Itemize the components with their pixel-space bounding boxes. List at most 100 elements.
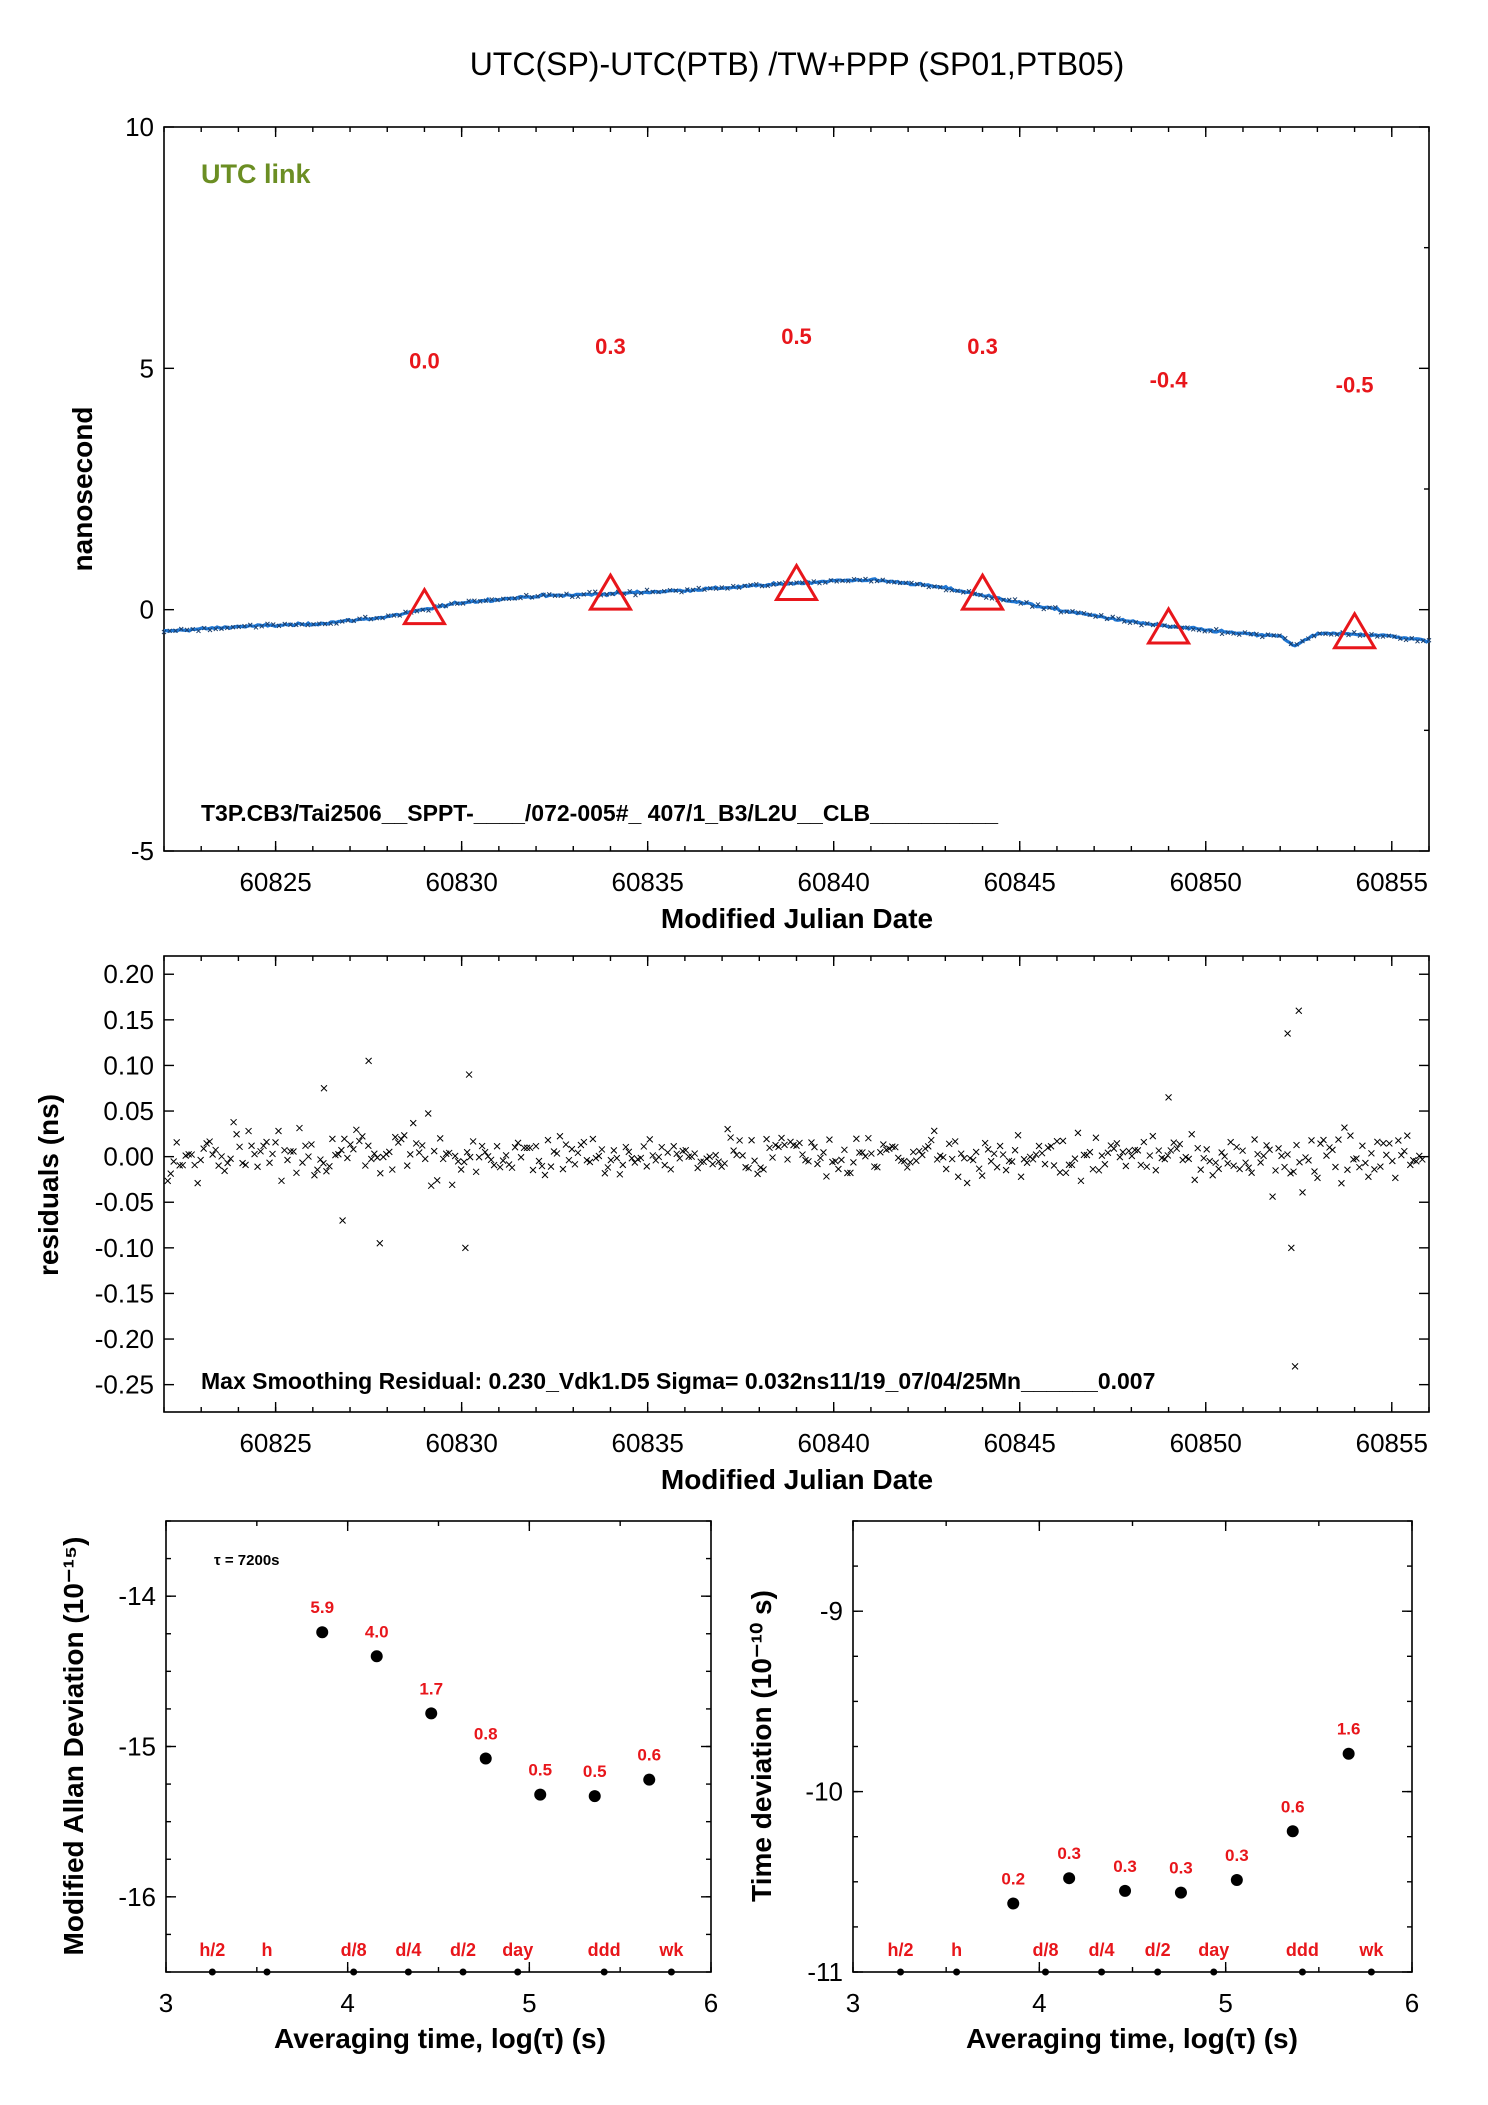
residual-point	[865, 1134, 872, 1142]
residual-point	[1119, 1148, 1127, 1156]
tdev-point-label: 0.2	[1001, 1869, 1025, 1888]
figure-title: UTC(SP)-UTC(PTB) /TW+PPP (SP01,PTB05)	[470, 46, 1125, 82]
tdev-period-dot	[897, 1968, 905, 1976]
main-data-point	[1236, 632, 1242, 637]
residual-point	[221, 1167, 228, 1175]
main-data-point	[983, 595, 989, 600]
mdev-x-tick-label: 5	[522, 1988, 536, 2018]
residual-point	[966, 1154, 974, 1162]
residual-point	[820, 1148, 827, 1156]
mdev-period-label: day	[502, 1940, 533, 1960]
residual-point	[403, 1162, 411, 1169]
main-data-point	[546, 592, 552, 597]
main-data-point	[368, 616, 374, 622]
main-data-point	[351, 618, 357, 624]
residual-point	[1388, 1157, 1396, 1165]
residual-point	[400, 1132, 408, 1139]
residual-point	[628, 1154, 636, 1162]
residual-point	[1377, 1163, 1384, 1170]
residual-point	[1362, 1159, 1369, 1167]
residual-point	[1050, 1162, 1058, 1169]
main-data-point	[696, 585, 702, 591]
tdev-period-dot	[953, 1968, 961, 1976]
residuals-x-tick-label: 60835	[612, 1428, 684, 1458]
residual-point	[1353, 1155, 1360, 1162]
residual-point	[676, 1154, 684, 1162]
mdev-period-dot	[514, 1968, 522, 1976]
residual-point	[523, 1144, 531, 1152]
main-data-point	[909, 580, 914, 586]
residual-point	[218, 1153, 225, 1160]
main-data-point	[236, 624, 242, 630]
main-data-point	[1380, 634, 1386, 639]
residual-point	[592, 1154, 600, 1162]
residual-point	[969, 1156, 977, 1164]
residual-point	[933, 1156, 941, 1163]
residual-point	[236, 1143, 243, 1151]
mdev-y-tick-label: -16	[118, 1882, 156, 1912]
main-data-point	[840, 578, 845, 584]
main-data-point	[592, 589, 598, 595]
calibration-marker-label: 0.0	[409, 348, 440, 373]
residual-point	[1185, 1155, 1193, 1163]
main-data-point	[581, 592, 587, 597]
residual-point	[1155, 1147, 1163, 1154]
residual-point	[1134, 1146, 1142, 1154]
residual-point	[1394, 1137, 1402, 1144]
residual-point	[203, 1140, 210, 1147]
main-data-point	[1323, 631, 1328, 637]
mdev-x-axis-label: Averaging time, log(τ) (s)	[274, 2023, 606, 2054]
residual-point	[682, 1146, 690, 1154]
residual-point	[1397, 1151, 1405, 1159]
tdev-point-label: 0.6	[1281, 1797, 1305, 1816]
tdev-period-dot	[1298, 1968, 1306, 1976]
mdev-period-dot	[404, 1968, 412, 1976]
residual-point	[1368, 1149, 1375, 1157]
main-data-point	[196, 628, 201, 634]
main-data-point	[1035, 602, 1041, 607]
residual-point	[586, 1158, 594, 1166]
residual-point	[769, 1154, 776, 1161]
tdev-period-dot	[1041, 1968, 1049, 1976]
main-x-tick-label: 60845	[984, 867, 1056, 897]
main-data-point	[1133, 620, 1139, 625]
tdev-y-tick-label: -9	[820, 1596, 843, 1626]
main-data-point	[253, 625, 259, 630]
residual-point	[302, 1142, 309, 1150]
residual-point	[347, 1141, 354, 1148]
main-data-point	[293, 622, 299, 628]
residual-point	[912, 1157, 920, 1165]
residual-point	[197, 1156, 205, 1164]
residual-point	[296, 1124, 303, 1132]
main-data-point	[943, 587, 949, 593]
residual-point	[535, 1157, 543, 1165]
residual-point	[1221, 1153, 1229, 1160]
mdev-x-tick-label: 3	[159, 1988, 173, 2018]
main-data-point	[644, 587, 650, 593]
main-data-point	[1041, 606, 1047, 612]
residual-point	[493, 1142, 501, 1150]
residual-point	[954, 1173, 962, 1181]
residual-point	[424, 1110, 432, 1117]
residual-point	[993, 1163, 1001, 1171]
residual-point	[460, 1158, 468, 1166]
residual-point	[445, 1149, 453, 1157]
residual-point	[511, 1143, 519, 1151]
main-data-point	[385, 613, 391, 618]
residual-point	[465, 1071, 473, 1078]
residual-point	[1191, 1176, 1199, 1184]
residual-point	[341, 1135, 348, 1143]
residual-point	[215, 1162, 222, 1170]
residual-point	[517, 1153, 525, 1161]
residual-point	[1165, 1094, 1172, 1101]
mdev-point-label: 4.0	[365, 1622, 389, 1641]
residual-point	[1194, 1144, 1202, 1152]
residual-point	[1341, 1124, 1348, 1131]
main-data-point	[1144, 621, 1150, 626]
mdev-point	[534, 1788, 547, 1801]
residual-point	[841, 1146, 848, 1154]
mdev-point-label: 0.5	[583, 1762, 607, 1781]
main-y-tick-label: 5	[140, 353, 154, 383]
residual-point	[885, 1145, 893, 1152]
residual-point	[667, 1165, 675, 1173]
